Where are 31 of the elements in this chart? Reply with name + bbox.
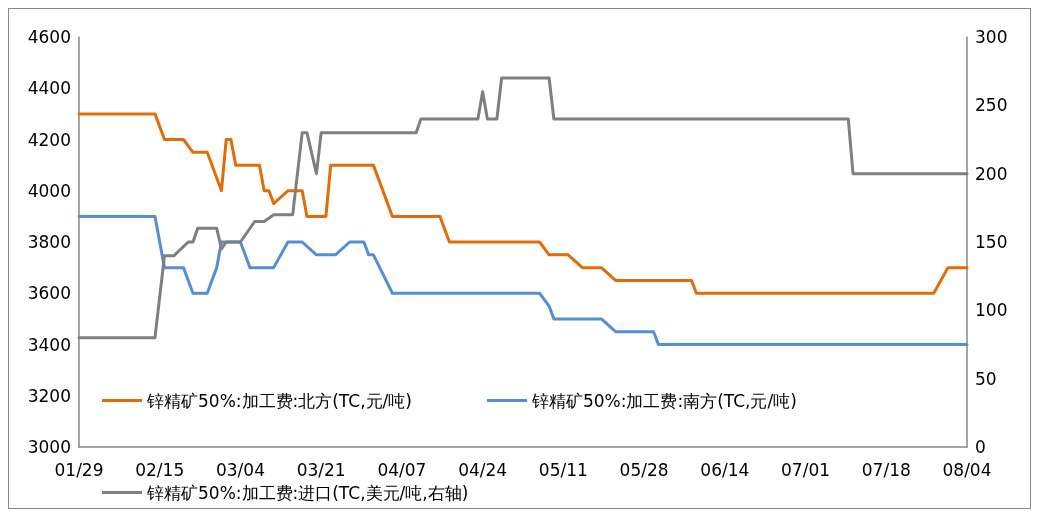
legend-label: 锌精矿50%:加工费:北方(TC,元/吨) [146,390,412,411]
x-tick-label: 08/04 [942,459,992,480]
x-tick-label: 05/11 [538,459,588,480]
y-tick-label: 3600 [27,283,71,304]
x-tick-label: 03/21 [296,459,346,480]
y2-tick-label: 50 [975,368,997,389]
x-tick-label: 02/15 [135,459,185,480]
x-tick-label: 07/01 [781,459,831,480]
y2-tick-label: 100 [975,300,1008,321]
y-tick-label: 3400 [27,334,71,355]
y2-tick-label: 300 [975,27,1008,47]
y-tick-label: 3000 [27,437,71,457]
y2-tick-label: 150 [975,232,1008,252]
x-tick-label: 05/28 [619,459,669,480]
x-tick-label: 07/18 [861,459,911,480]
y-tick-label: 3800 [27,232,71,252]
y-tick-label: 4600 [27,27,71,47]
legend-label: 锌精矿50%:加工费:进口(TC,美元/吨,右轴) [146,482,469,503]
y-tick-label: 4200 [27,129,71,150]
y2-tick-label: 0 [975,437,986,457]
x-tick-label: 01/29 [54,459,104,480]
x-tick-label: 06/14 [700,459,750,480]
x-tick-label: 04/24 [458,459,508,480]
y-tick-label: 4000 [27,180,71,201]
x-tick-label: 03/04 [215,459,265,480]
y2-tick-label: 250 [975,95,1008,116]
x-tick-label: 04/07 [377,459,427,480]
y-tick-label: 4400 [27,78,71,99]
legend-label: 锌精矿50%:加工费:南方(TC,元/吨) [530,390,797,411]
y-tick-label: 3200 [27,385,71,406]
y2-tick-label: 200 [975,163,1008,184]
